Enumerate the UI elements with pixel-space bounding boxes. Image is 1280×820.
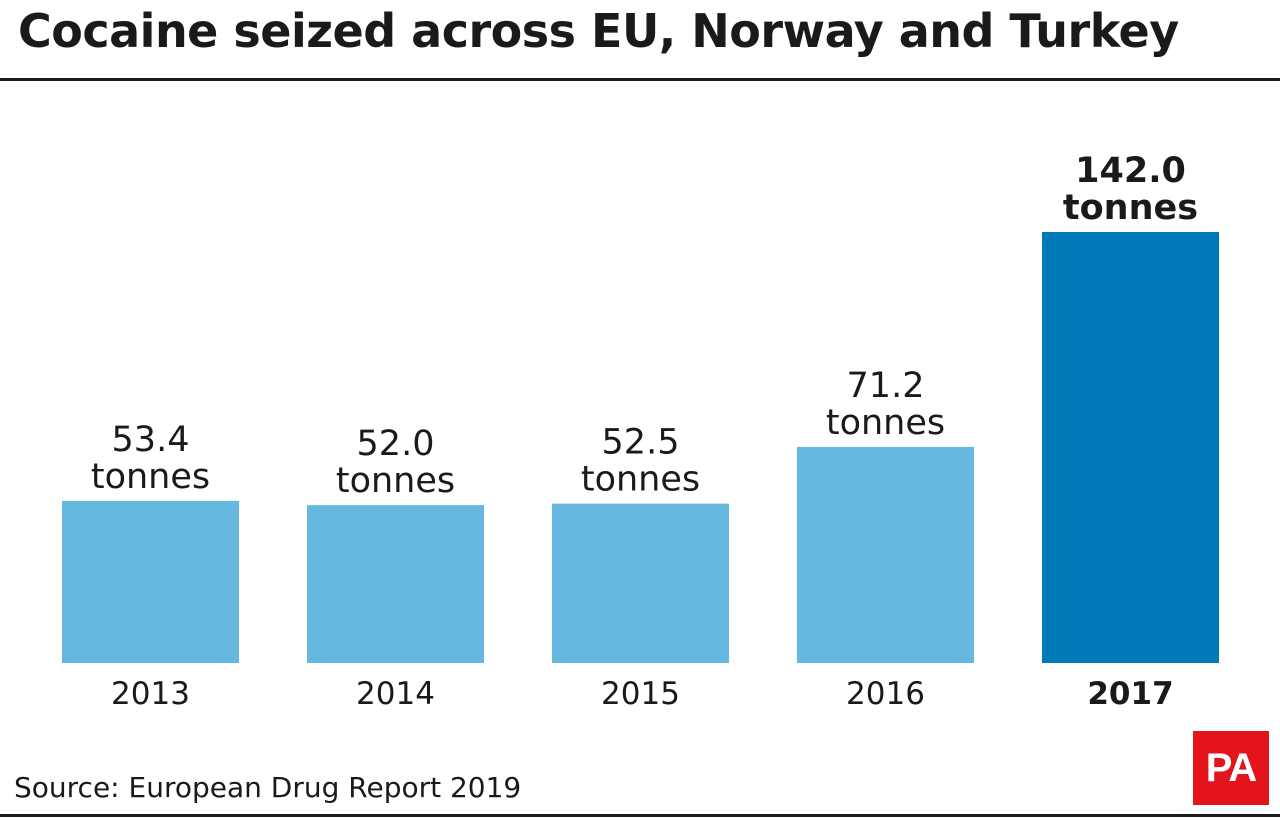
value-label-2017: 142.0 [1075, 151, 1186, 191]
bar-2017 [1042, 232, 1219, 663]
title-divider [0, 78, 1280, 81]
pa-logo-text: PA [1205, 745, 1258, 790]
pa-logo: PA [1193, 731, 1269, 805]
source-note: Source: European Drug Report 2019 [14, 771, 522, 804]
unit-label-2016: tonnes [826, 403, 945, 443]
value-label-2013: 53.4 [112, 420, 190, 460]
x-tick-label-2013: 2013 [111, 676, 190, 712]
page-title: Cocaine seized across EU, Norway and Tur… [18, 4, 1179, 58]
unit-label-2015: tonnes [581, 460, 700, 500]
bar-2014 [307, 505, 484, 663]
x-tick-label-2014: 2014 [356, 676, 435, 712]
x-tick-label-2016: 2016 [846, 676, 925, 712]
bar-2013 [62, 500, 239, 663]
bar-chart: 53.4tonnes201352.0tonnes201452.5tonnes20… [62, 151, 1219, 712]
x-tick-label-2015: 2015 [601, 676, 680, 712]
bar-2015 [552, 503, 729, 663]
bar-2016 [797, 446, 974, 663]
unit-label-2017: tonnes [1063, 188, 1198, 228]
value-label-2016: 71.2 [847, 366, 925, 406]
unit-label-2014: tonnes [336, 461, 455, 501]
value-label-2015: 52.5 [602, 423, 680, 463]
unit-label-2013: tonnes [91, 457, 210, 497]
x-tick-label-2017: 2017 [1087, 676, 1173, 712]
value-label-2014: 52.0 [357, 424, 435, 464]
bottom-divider [0, 814, 1280, 817]
